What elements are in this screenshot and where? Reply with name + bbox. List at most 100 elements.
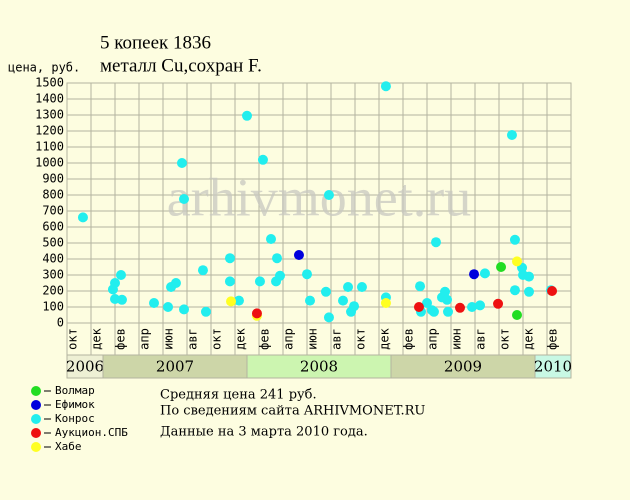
- point: [197, 265, 208, 276]
- point: [356, 282, 367, 292]
- x-tick-label: апр: [282, 328, 296, 350]
- x-tick-label: фев: [114, 328, 128, 350]
- point: [200, 306, 211, 317]
- x-tick-label: авг: [474, 328, 488, 350]
- point: [266, 234, 276, 244]
- point: [254, 276, 265, 287]
- point: [305, 295, 315, 306]
- note: Данные на 3 марта 2010 года.: [160, 425, 368, 440]
- point: [547, 286, 558, 296]
- point: [496, 262, 507, 272]
- y-tick-label: 100: [42, 300, 64, 314]
- point: [442, 294, 453, 305]
- legend-label: Волмар: [55, 384, 95, 397]
- chart-title: 5 копеек 1836: [100, 32, 211, 53]
- y-tick-label: 1500: [35, 76, 64, 90]
- y-tick-label: 700: [42, 204, 64, 218]
- point: [467, 302, 477, 312]
- point: [413, 302, 424, 312]
- legend-label: Аукцион.СПБ: [55, 426, 128, 439]
- point: [224, 276, 235, 287]
- point: [493, 298, 504, 309]
- y-tick-label: 1000: [35, 156, 64, 170]
- x-tick-label: фев: [402, 328, 416, 350]
- y-axis-label: цена, руб.: [8, 61, 80, 75]
- x-tick-label: дек: [90, 327, 104, 349]
- point: [226, 296, 237, 307]
- point: [320, 286, 331, 297]
- y-tick-label: 900: [42, 172, 64, 186]
- y-tick-label: 500: [42, 236, 64, 250]
- y-tick-label: 600: [42, 220, 64, 234]
- y-tick-label: 0: [57, 316, 64, 330]
- y-tick-label: 200: [42, 284, 64, 298]
- point: [512, 256, 522, 267]
- point: [272, 253, 282, 264]
- legend-label: Конрос: [55, 412, 95, 425]
- point: [524, 271, 534, 282]
- point: [443, 306, 453, 317]
- point: [149, 298, 159, 308]
- point: [524, 286, 534, 297]
- point: [343, 282, 354, 292]
- note: Средняя цена 241 руб.: [160, 388, 317, 403]
- point: [428, 306, 439, 317]
- point: [163, 302, 174, 312]
- x-tick-label: апр: [138, 328, 152, 350]
- point: [479, 268, 490, 279]
- point: [338, 295, 348, 306]
- point: [323, 312, 334, 323]
- point: [110, 278, 120, 288]
- x-tick-label: июн: [450, 328, 464, 350]
- point: [275, 270, 285, 281]
- x-tick-label: окт: [354, 328, 368, 350]
- point: [509, 234, 520, 245]
- point: [455, 302, 465, 313]
- x-tick-label: апр: [426, 328, 440, 350]
- y-tick-label: 300: [42, 268, 64, 282]
- y-tick-label: 1400: [35, 92, 64, 106]
- point: [349, 301, 360, 312]
- watermark: arhivmonet.ru: [167, 167, 471, 227]
- point: [475, 300, 486, 311]
- year-label: 2009: [444, 358, 482, 376]
- x-tick-label: окт: [210, 328, 224, 350]
- point: [77, 212, 88, 223]
- x-tick-label: окт: [498, 328, 512, 350]
- point: [179, 304, 189, 315]
- point: [509, 285, 520, 296]
- note: По сведениям сайта ARHIVMONET.RU: [160, 404, 425, 419]
- point: [176, 158, 187, 168]
- point: [293, 250, 304, 260]
- x-tick-label: авг: [186, 328, 200, 350]
- point: [302, 269, 312, 280]
- chart-subtitle: металл Cu,сохран F.: [100, 55, 262, 76]
- x-tick-label: дек: [378, 327, 392, 349]
- point: [469, 269, 480, 280]
- point: [431, 237, 441, 248]
- year-band: [534, 354, 572, 379]
- year-label: 2008: [300, 358, 338, 376]
- point: [224, 253, 235, 264]
- legend-swatch: [31, 400, 41, 410]
- point: [380, 298, 391, 308]
- x-tick-label: июн: [306, 328, 320, 350]
- point: [242, 110, 252, 121]
- x-tick-label: фев: [546, 328, 560, 350]
- y-tick-label: 1300: [35, 108, 64, 122]
- point: [323, 190, 334, 200]
- point: [440, 286, 450, 297]
- x-tick-label: авг: [330, 328, 344, 350]
- x-tick-label: фев: [258, 328, 272, 350]
- legend-swatch: [31, 386, 41, 396]
- point: [170, 278, 181, 288]
- point: [422, 298, 432, 308]
- point: [512, 310, 522, 320]
- year-label: 2007: [156, 358, 194, 376]
- y-tick-label: 400: [42, 252, 64, 266]
- x-tick-label: дек: [234, 327, 248, 349]
- point: [380, 81, 391, 92]
- legend-label: Хабе: [55, 440, 82, 453]
- y-tick-label: 1100: [35, 140, 64, 154]
